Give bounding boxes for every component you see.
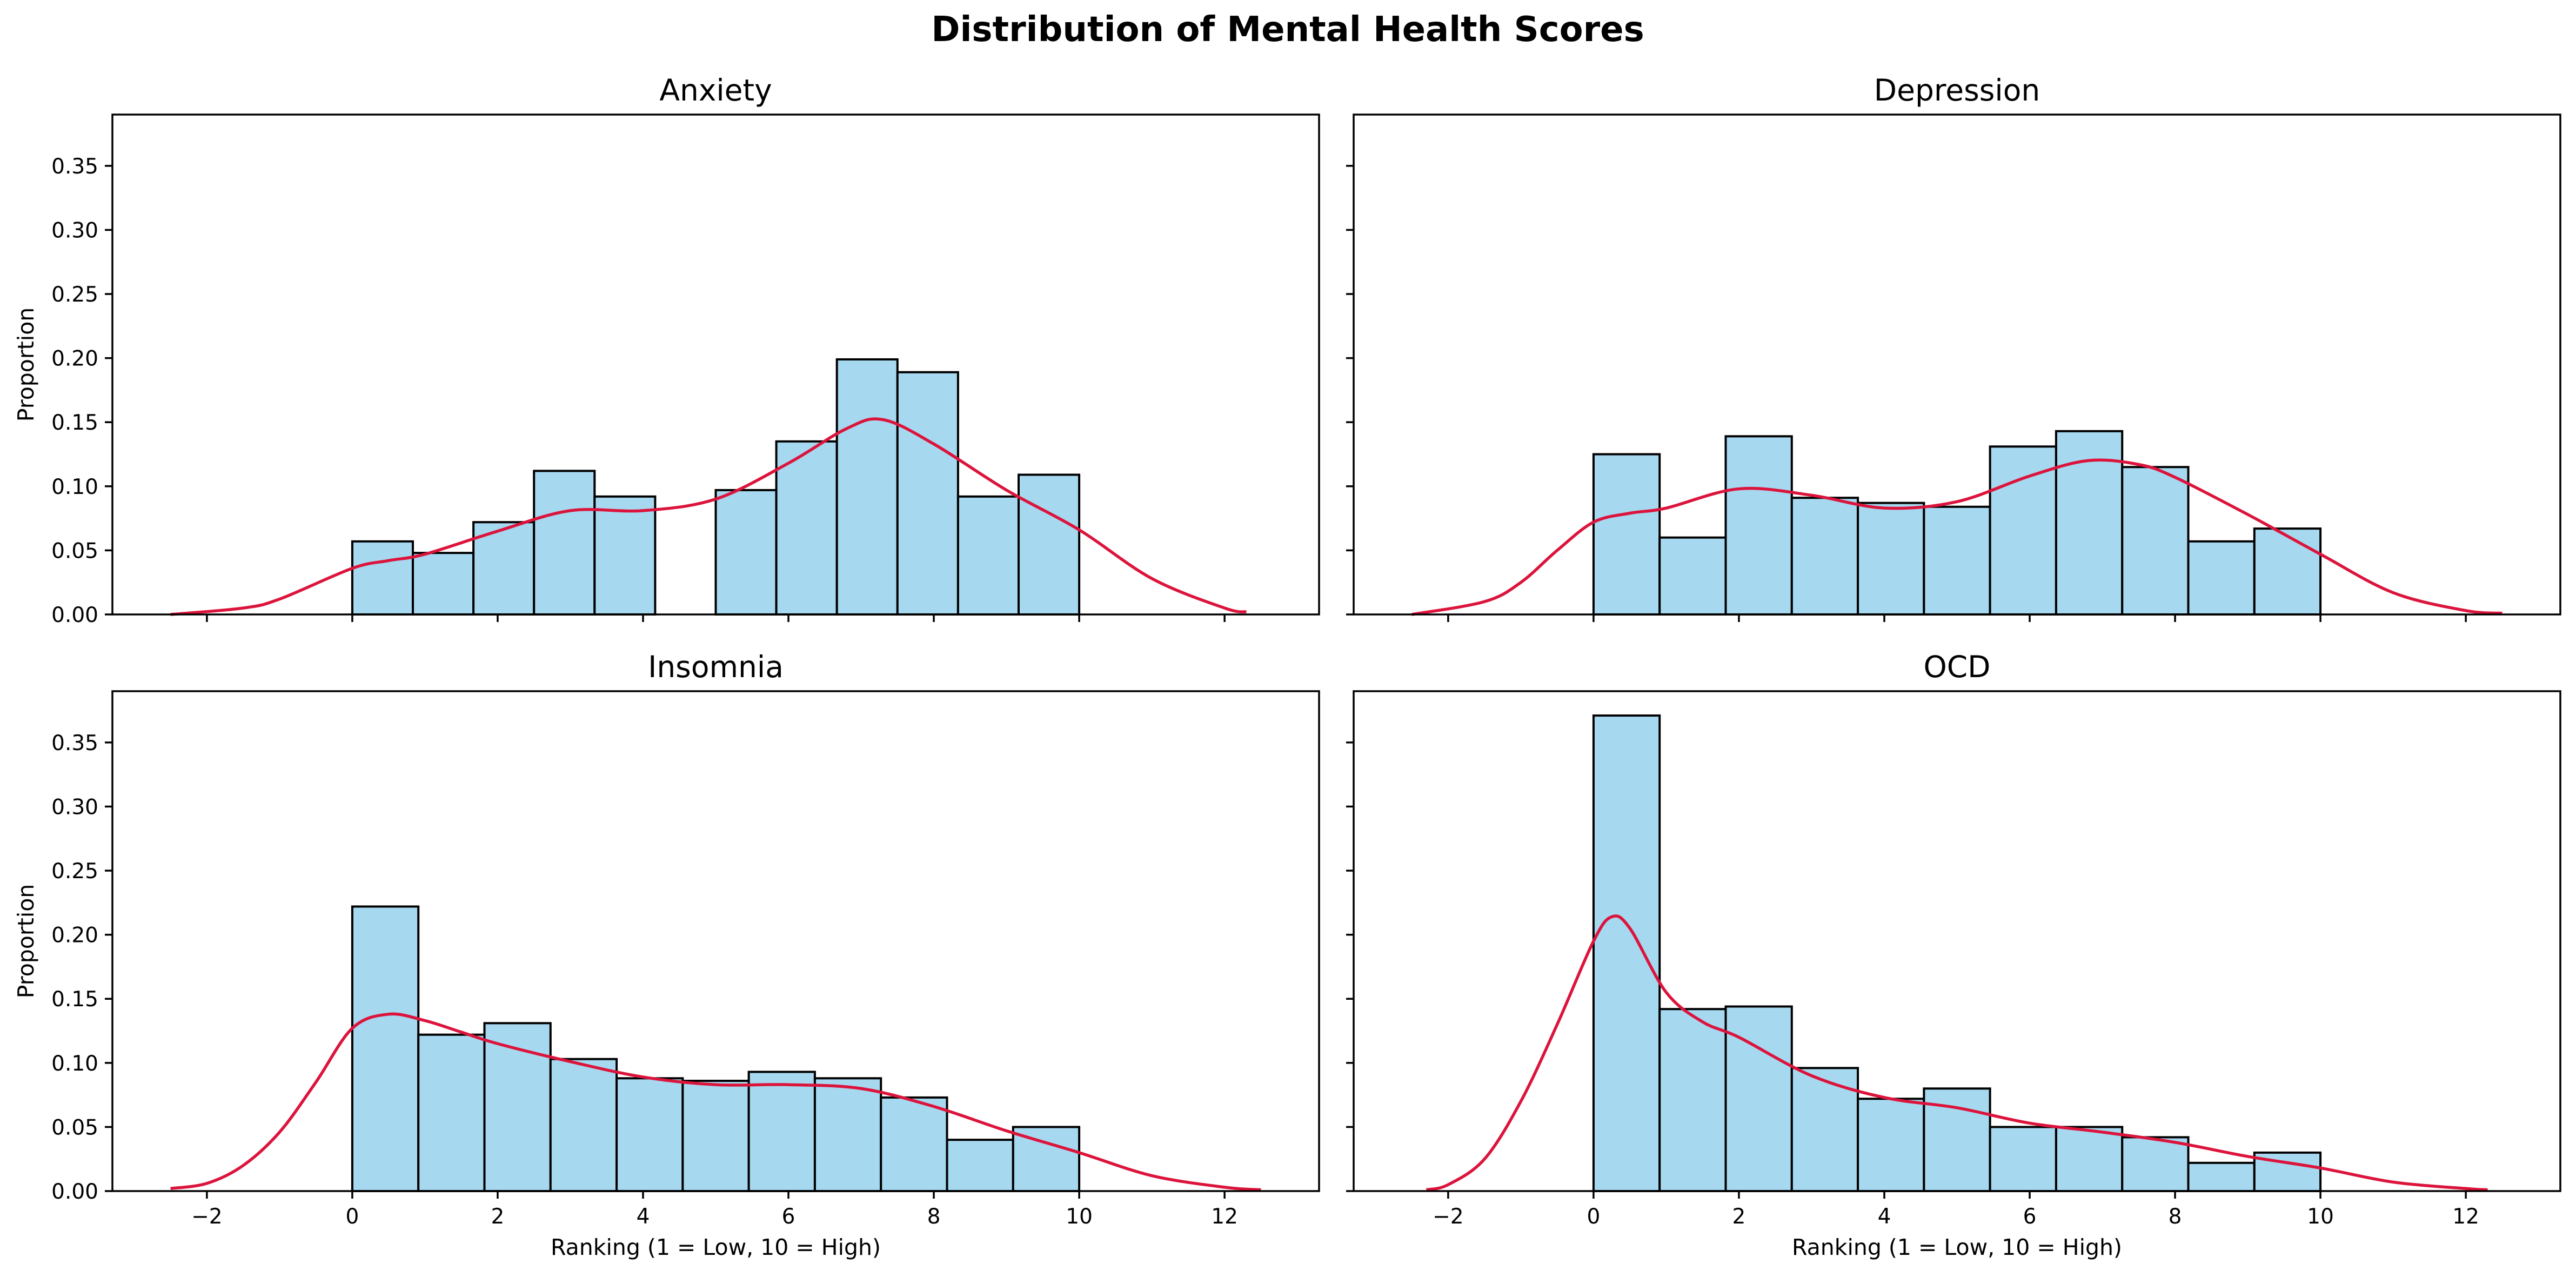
- y-tick-label: 0.30: [51, 218, 98, 243]
- panel-title: OCD: [1923, 650, 1990, 684]
- histogram-bar: [417, 1033, 486, 1192]
- y-tick-label: 0.35: [51, 731, 98, 755]
- y-axis-label: Proportion: [13, 307, 39, 422]
- histogram-bar: [593, 495, 657, 616]
- y-tick-label: 0.35: [51, 155, 98, 179]
- panel-anxiety: Anxiety 0.00 0.05 0.10 0.15 0.20 0.25 0.30 0.35 P…: [13, 73, 1320, 627]
- histogram-bar: [2121, 1136, 2190, 1192]
- histogram-bar: [2187, 540, 2256, 616]
- histogram-bar: [2121, 466, 2190, 616]
- histogram-bar: [1790, 497, 1859, 616]
- histogram-bar: [714, 489, 778, 616]
- y-tick-label: 0.15: [51, 411, 98, 435]
- histogram-bar: [813, 1077, 882, 1193]
- kde-line: [170, 1012, 1261, 1192]
- y-tick-label: 0.05: [51, 1115, 98, 1140]
- y-tick-label: 0.20: [51, 347, 98, 371]
- x-tick-label: 0: [1587, 1205, 1600, 1229]
- histogram-bar: [1790, 1067, 1859, 1193]
- x-tick-label: 8: [2169, 1205, 2182, 1229]
- histogram-bar: [1592, 453, 1661, 616]
- axes-frame: [1353, 113, 2561, 616]
- histogram-bar: [1658, 536, 1727, 616]
- histogram-bar: [483, 1022, 552, 1193]
- x-axis-label: Ranking (1 = Low, 10 = High): [551, 1234, 881, 1260]
- x-axis-label: Ranking (1 = Low, 10 = High): [1792, 1234, 2122, 1260]
- histogram-bar: [1923, 505, 1991, 616]
- chart-title: Distribution of Mental Health Scores: [931, 10, 1644, 50]
- y-tick-label: 0.05: [51, 539, 98, 563]
- histogram-bar: [351, 540, 414, 616]
- x-tick-label: 4: [637, 1205, 650, 1229]
- panel-title: Anxiety: [659, 73, 772, 108]
- histogram-bar: [946, 1139, 1014, 1192]
- y-tick-label: 0.00: [51, 1180, 98, 1204]
- axes-frame: [1353, 690, 2561, 1192]
- kde-line: [170, 417, 1247, 616]
- histogram-bar: [549, 1058, 618, 1192]
- x-tick-label: 10: [2307, 1205, 2334, 1229]
- kde-line: [1426, 914, 2488, 1192]
- histogram-bar: [2253, 527, 2322, 616]
- x-tick-label: 2: [491, 1205, 505, 1229]
- histogram-bar: [1017, 473, 1081, 616]
- kde-line: [1411, 458, 2503, 616]
- histogram-bar: [1989, 1126, 2057, 1192]
- histogram-bar: [956, 495, 1020, 616]
- histogram-bar: [615, 1077, 684, 1193]
- histogram-bar: [775, 440, 838, 616]
- panel-title: Depression: [1874, 73, 2040, 108]
- histogram-bar: [412, 552, 475, 616]
- histogram-bar: [533, 470, 596, 616]
- x-tick-label: 6: [2023, 1205, 2037, 1229]
- histogram-bar: [472, 521, 536, 616]
- y-tick-label: 0.25: [51, 283, 98, 307]
- histogram-bar: [2055, 430, 2124, 616]
- histogram-bar: [1012, 1126, 1081, 1192]
- histogram-bar: [1592, 714, 1661, 1192]
- histogram-bar: [1724, 435, 1793, 616]
- histogram-bar: [1658, 1008, 1727, 1192]
- histogram-bar: [1989, 445, 2057, 616]
- y-tick-label: 0.00: [51, 603, 98, 627]
- y-axis-label: Proportion: [13, 884, 39, 999]
- y-tick-label: 0.20: [51, 924, 98, 948]
- y-tick-label: 0.10: [51, 475, 98, 499]
- panels: Anxiety 0.00 0.05 0.10 0.15 0.20 0.25 0.30 0.35 P…: [13, 73, 2561, 1260]
- x-tick-label: 2: [1732, 1205, 1746, 1229]
- histogram-bar: [896, 371, 959, 616]
- x-tick-label: 12: [2452, 1205, 2479, 1229]
- x-tick-label: 8: [927, 1205, 941, 1229]
- histogram-bar: [1857, 502, 1925, 616]
- x-tick-label: 6: [782, 1205, 795, 1229]
- x-tick-label: −2: [1433, 1205, 1464, 1229]
- x-tick-label: 12: [1211, 1205, 1238, 1229]
- histogram-bar: [2055, 1126, 2124, 1192]
- axes-frame: [111, 690, 1320, 1192]
- panel-title: Insomnia: [648, 650, 784, 684]
- histogram-bar: [351, 905, 420, 1192]
- panel-depression: Depression: [1346, 73, 2561, 622]
- x-tick-label: 0: [345, 1205, 359, 1229]
- axes-frame: [111, 113, 1320, 616]
- y-tick-label: 0.30: [51, 795, 98, 819]
- y-tick-label: 0.10: [51, 1052, 98, 1076]
- panel-insomnia: Insomnia 0.00 0.05 0.10 0.15 0.20 0.25 0.30 0.35…: [13, 650, 1320, 1260]
- histogram-bar: [747, 1071, 816, 1193]
- y-tick-label: 0.15: [51, 987, 98, 1012]
- x-tick-label: 10: [1066, 1205, 1093, 1229]
- y-tick-label: 0.25: [51, 859, 98, 884]
- x-tick-label: −2: [191, 1205, 223, 1229]
- histogram-bar: [835, 358, 899, 616]
- histogram-bar: [681, 1080, 750, 1192]
- histogram-bar: [2187, 1161, 2256, 1193]
- histogram-bar: [1857, 1098, 1925, 1192]
- histogram-bar: [880, 1096, 948, 1193]
- x-tick-label: 4: [1878, 1205, 1891, 1229]
- panel-ocd: OCD −2 0 2 4 6 8 10 12 Ranking (1 = Low, 10 = Hig…: [1346, 650, 2561, 1260]
